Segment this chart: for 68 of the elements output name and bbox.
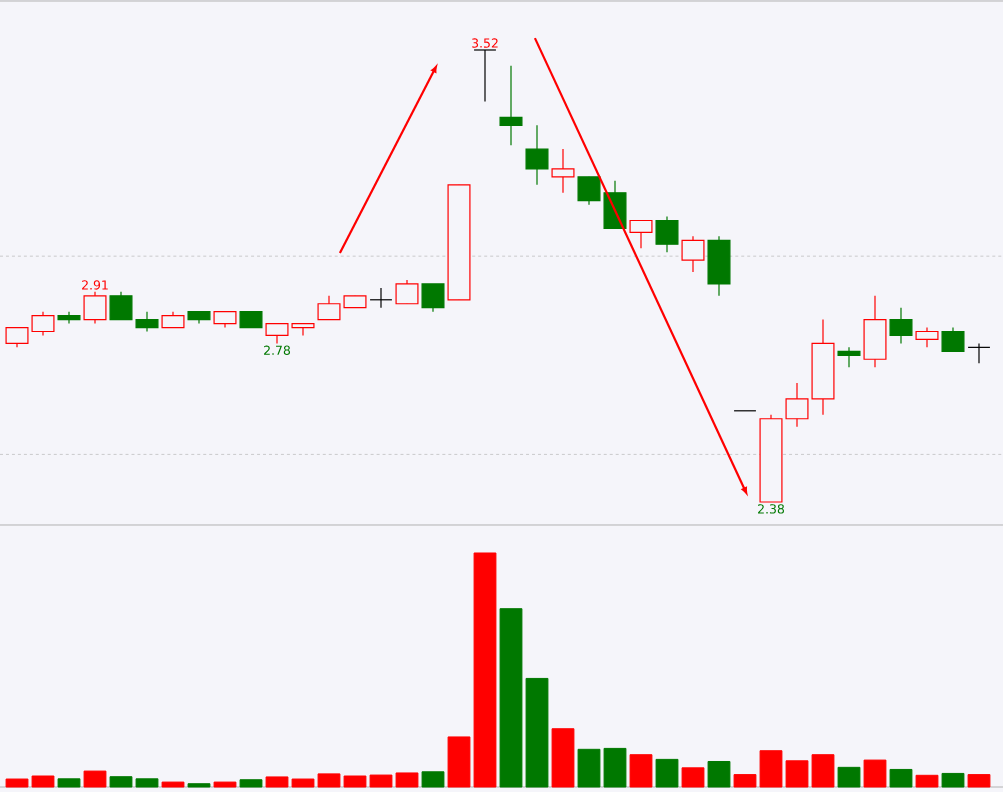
bar <box>967 774 991 788</box>
candlestick <box>967 342 991 364</box>
bar <box>915 774 939 788</box>
bar <box>603 747 627 788</box>
bar <box>31 775 55 788</box>
candlestick <box>135 311 159 333</box>
bar <box>83 770 107 788</box>
bar <box>395 772 419 788</box>
bar <box>759 750 783 788</box>
candlestick <box>369 287 393 309</box>
bar <box>239 779 263 788</box>
candlestick <box>31 311 55 337</box>
bar <box>135 778 159 788</box>
candlestick <box>5 326 29 348</box>
candlestick <box>941 326 965 352</box>
bar <box>499 608 523 788</box>
bar <box>109 776 133 788</box>
candlestick <box>109 291 133 321</box>
bar <box>655 758 679 788</box>
candlestick <box>889 307 913 344</box>
bar <box>317 773 341 788</box>
candlestick <box>629 219 653 249</box>
candlestick <box>499 65 523 146</box>
bar <box>889 768 913 788</box>
bar <box>421 771 445 788</box>
candlestick <box>577 176 601 206</box>
bar <box>369 774 393 788</box>
candlestick <box>317 295 341 321</box>
bar <box>577 748 601 788</box>
candlestick <box>785 382 809 428</box>
bar <box>629 754 653 788</box>
bar <box>343 775 367 788</box>
annotation: 2.38 <box>758 504 785 514</box>
bar <box>213 781 237 788</box>
candlestick <box>655 215 679 253</box>
bar <box>785 760 809 788</box>
annotation: 2.91 <box>82 280 108 290</box>
candlestick <box>83 291 107 325</box>
candlestick <box>837 346 861 368</box>
bar <box>291 778 315 788</box>
annotation: 2.78 <box>264 345 291 356</box>
candlestick <box>395 279 419 305</box>
bar <box>265 776 289 788</box>
bar <box>811 754 835 788</box>
bar <box>525 677 549 788</box>
candlestick <box>473 49 497 103</box>
bar <box>707 760 731 788</box>
bar <box>161 781 185 788</box>
candlestick <box>551 148 575 194</box>
candlestick <box>291 322 315 337</box>
bar <box>5 778 29 788</box>
candlestick <box>681 235 705 273</box>
bar <box>447 736 471 788</box>
bar <box>57 778 81 788</box>
bar <box>681 767 705 788</box>
bar <box>837 766 861 788</box>
bar <box>863 759 887 788</box>
candlestick <box>525 124 549 186</box>
bar <box>551 728 575 788</box>
annotation: 3.52 <box>472 38 498 48</box>
candlestick <box>915 326 939 348</box>
candlestick <box>421 283 445 313</box>
bar <box>187 783 211 788</box>
candlestick <box>57 311 81 325</box>
candlestick <box>265 322 289 344</box>
bar <box>733 774 757 788</box>
bar <box>473 552 497 788</box>
bar <box>941 772 965 788</box>
